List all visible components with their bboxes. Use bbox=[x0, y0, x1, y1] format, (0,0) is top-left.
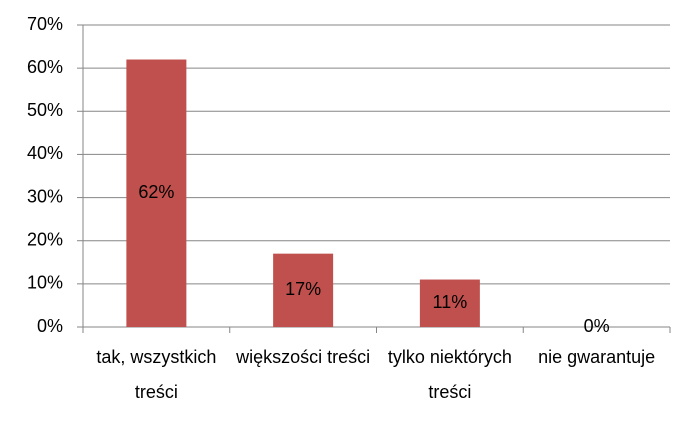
data-label: 62% bbox=[138, 182, 174, 202]
data-label: 17% bbox=[285, 279, 321, 299]
x-tick-label: tak, wszystkich treści bbox=[96, 347, 217, 402]
y-tick-label: 60% bbox=[27, 57, 63, 77]
data-label: 0% bbox=[584, 316, 610, 336]
y-tick-label: 30% bbox=[27, 186, 63, 206]
x-tick-label: większości treści bbox=[236, 347, 371, 367]
y-tick-label: 20% bbox=[27, 229, 63, 249]
y-tick-label: 50% bbox=[27, 100, 63, 120]
y-tick-label: 40% bbox=[27, 143, 63, 163]
x-tick-label: nie gwarantuje bbox=[538, 347, 656, 367]
data-label: 11% bbox=[433, 292, 468, 312]
y-tick-label: 0% bbox=[37, 316, 63, 336]
bar bbox=[419, 279, 480, 327]
y-tick-label: 10% bbox=[27, 273, 63, 293]
bar bbox=[126, 59, 187, 328]
x-tick-label: tylko niektórych treści bbox=[387, 347, 512, 402]
y-tick-label: 70% bbox=[27, 14, 63, 34]
bar bbox=[273, 253, 334, 327]
